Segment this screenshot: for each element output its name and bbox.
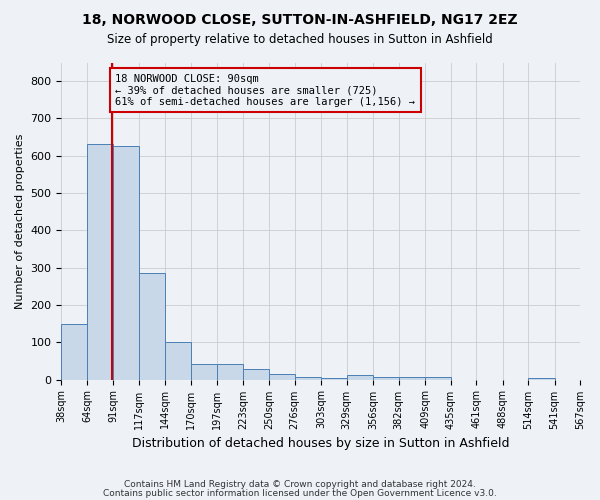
Bar (321, 378, 347, 380)
Bar (295, 378, 321, 380)
X-axis label: Distribution of detached houses by size in Sutton in Ashfield: Distribution of detached houses by size … (132, 437, 509, 450)
Bar (425, 376, 451, 380)
Bar (87, 144, 113, 380)
Y-axis label: Number of detached properties: Number of detached properties (15, 134, 25, 308)
Bar (398, 377, 425, 380)
Text: 18, NORWOOD CLOSE, SUTTON-IN-ASHFIELD, NG17 2EZ: 18, NORWOOD CLOSE, SUTTON-IN-ASHFIELD, N… (82, 12, 518, 26)
Text: Contains public sector information licensed under the Open Government Licence v3: Contains public sector information licen… (103, 488, 497, 498)
Bar (373, 377, 398, 380)
Bar (528, 378, 554, 380)
Bar (347, 375, 373, 380)
Bar (113, 146, 139, 380)
Text: Contains HM Land Registry data © Crown copyright and database right 2024.: Contains HM Land Registry data © Crown c… (124, 480, 476, 489)
Bar (61, 324, 87, 380)
Bar (166, 342, 191, 380)
Bar (191, 364, 217, 380)
Text: 18 NORWOOD CLOSE: 90sqm
← 39% of detached houses are smaller (725)
61% of semi-d: 18 NORWOOD CLOSE: 90sqm ← 39% of detache… (115, 74, 415, 107)
Bar (269, 374, 295, 380)
Bar (243, 369, 269, 380)
Bar (139, 274, 166, 380)
Text: Size of property relative to detached houses in Sutton in Ashfield: Size of property relative to detached ho… (107, 32, 493, 46)
Bar (217, 364, 243, 380)
